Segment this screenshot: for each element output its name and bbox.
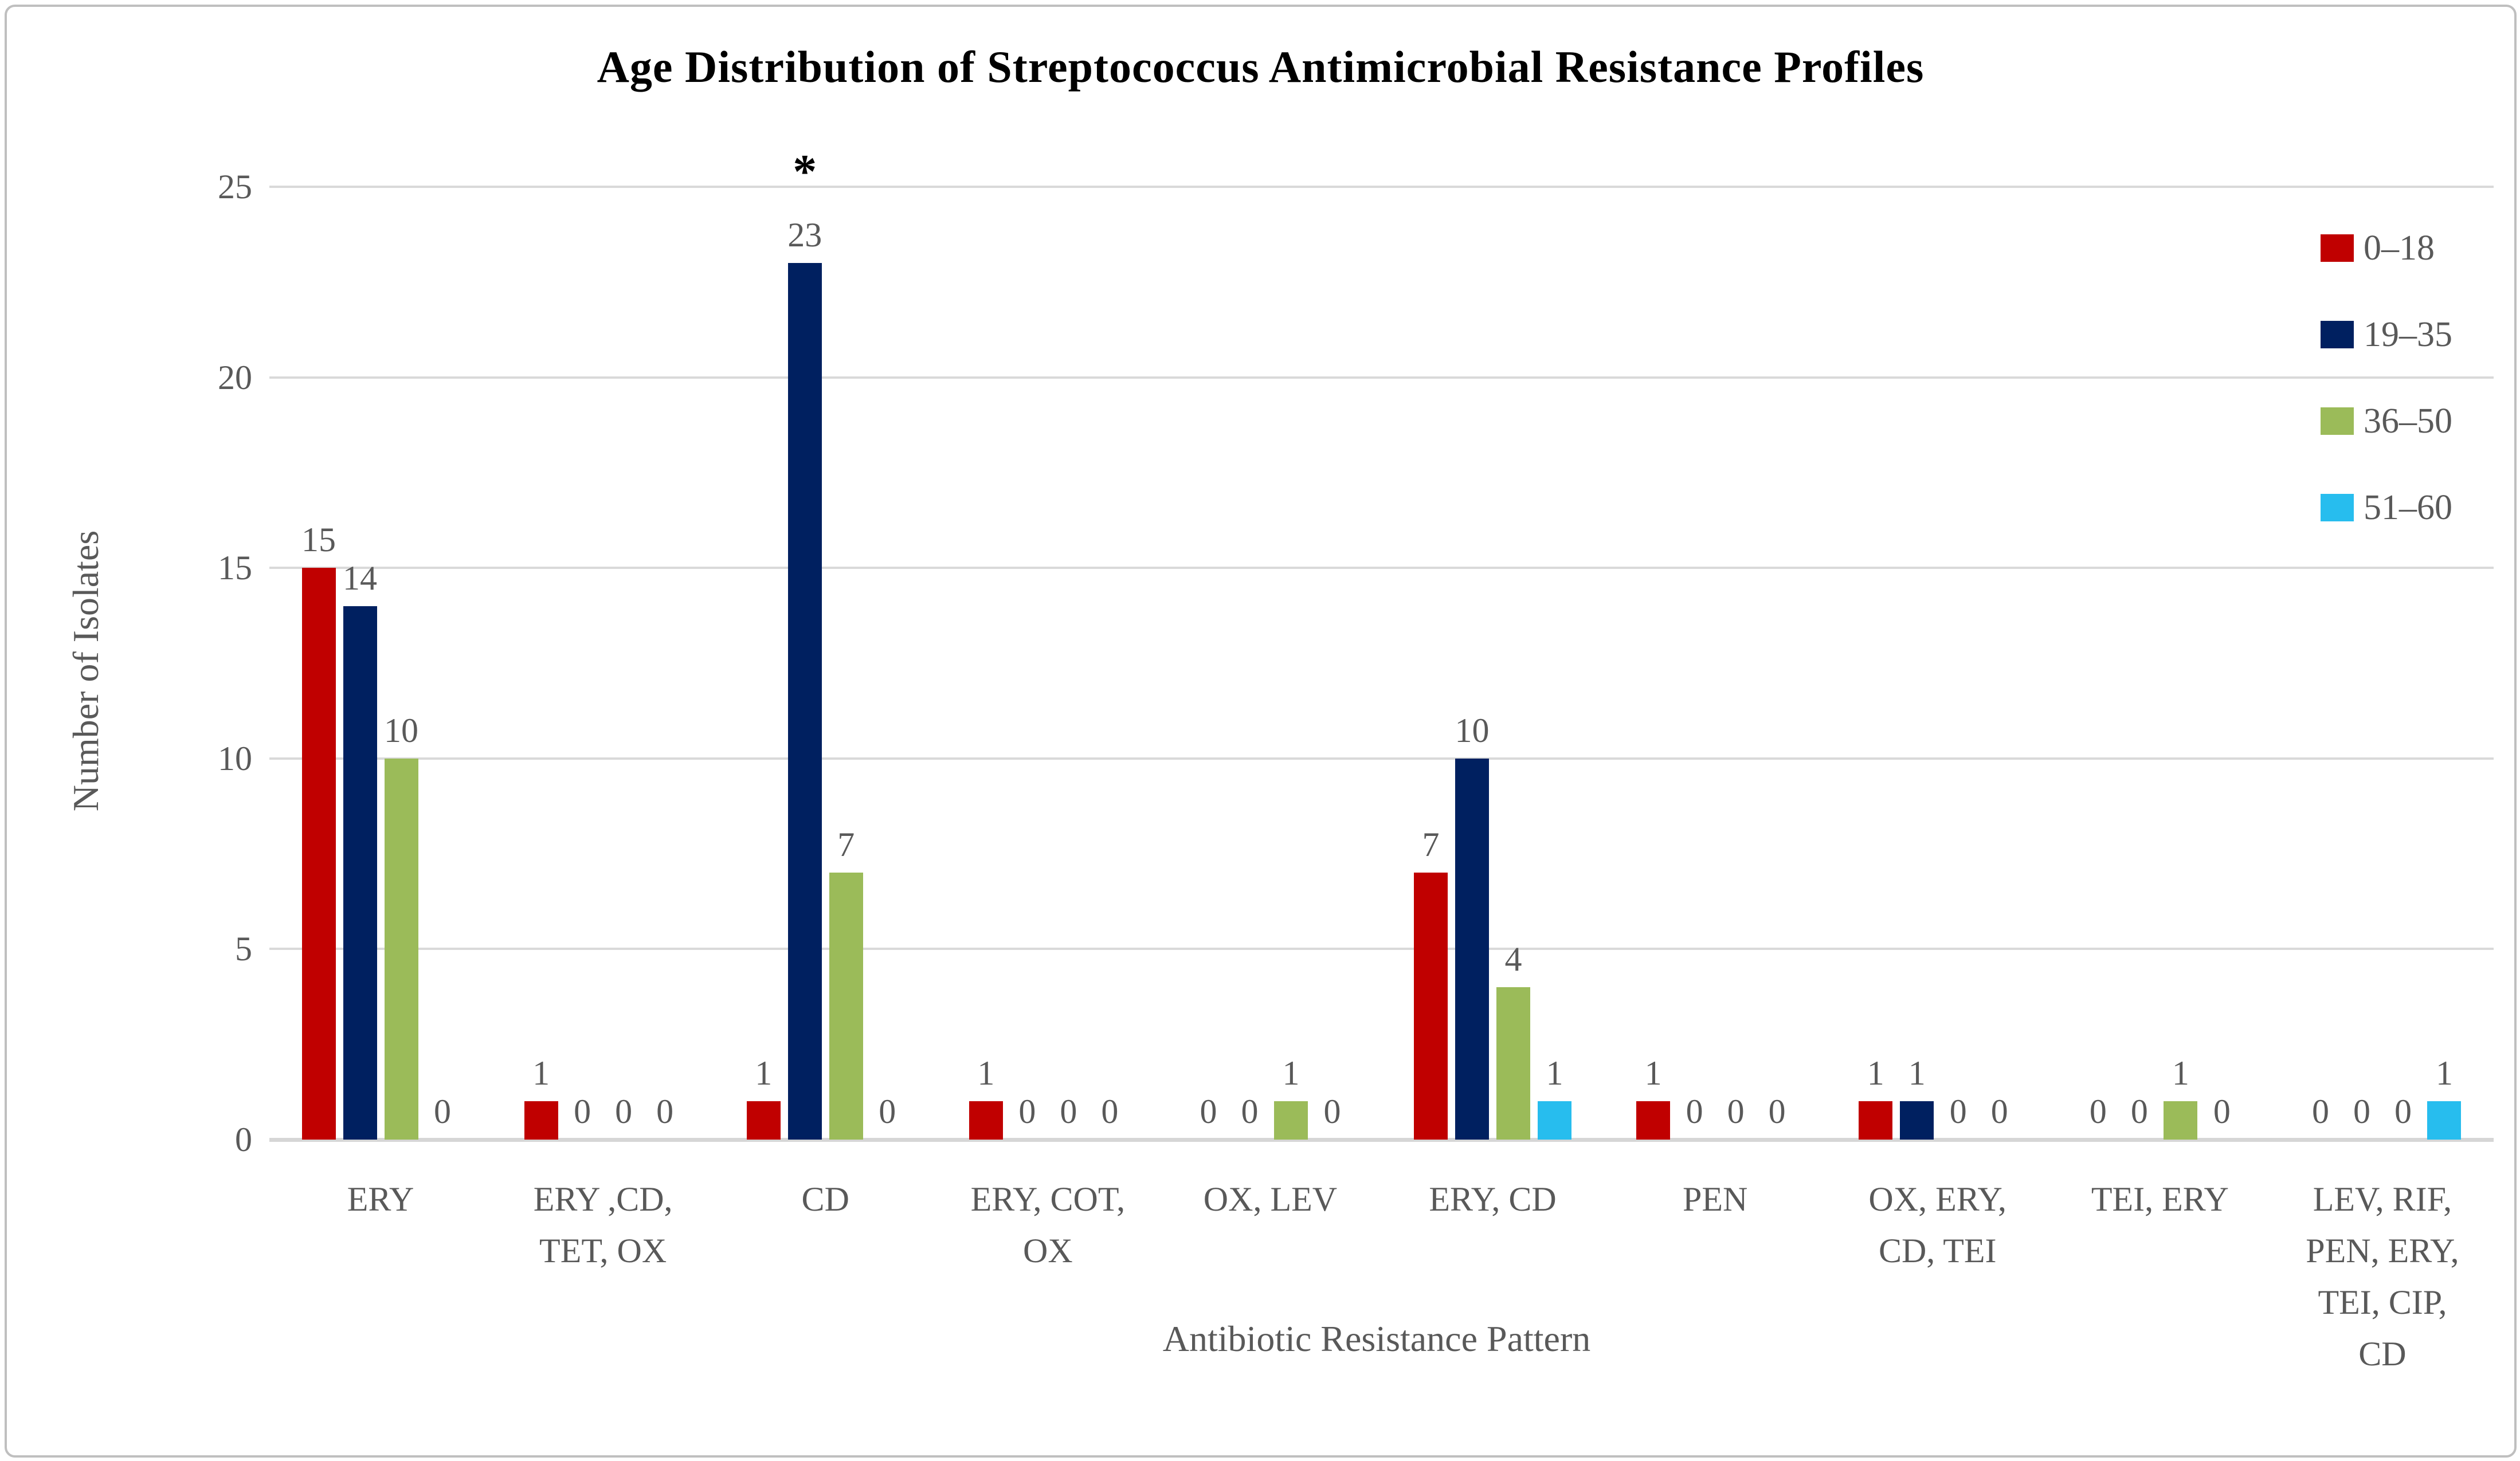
bar-0–18-ERY	[301, 568, 336, 1140]
value-label: 0	[2394, 1093, 2412, 1130]
bar-51–60-LEV, RIF, PEN, ERY, TEI, CIP, CD	[2427, 1101, 2462, 1140]
x-axis-line	[269, 1138, 2494, 1142]
y-tick-label: 5	[235, 930, 252, 968]
chart-frame: Age Distribution of Streptococcus Antimi…	[5, 5, 2517, 1458]
bar-19–35-ERY, CD	[1455, 758, 1490, 1140]
y-tick-label: 25	[218, 168, 252, 206]
significance-asterisk: *	[793, 145, 817, 199]
value-label: 0	[1990, 1093, 2008, 1130]
value-label: 14	[343, 559, 378, 597]
value-label: 0	[2353, 1093, 2370, 1130]
bar-36–50-ERY, CD	[1496, 987, 1531, 1140]
gridline	[269, 567, 2494, 570]
x-category-label: ERY	[347, 1180, 414, 1218]
value-label: 1	[1908, 1054, 1926, 1093]
value-label: 7	[837, 826, 855, 864]
legend-label: 19–35	[2364, 315, 2452, 354]
value-label: 0	[615, 1093, 633, 1130]
chart-title: Age Distribution of Streptococcus Antimi…	[597, 42, 1925, 92]
legend-swatch-19–35	[2321, 321, 2354, 348]
x-category-label: LEV, RIF, PEN, ERY, TEI, CIP, CD	[2306, 1180, 2459, 1373]
value-label: 7	[1422, 826, 1440, 864]
bar-0–18-ERY, COT, OX	[969, 1101, 1003, 1140]
value-label: 0	[2130, 1093, 2148, 1130]
value-label: 0	[1200, 1093, 1217, 1130]
value-label: 0	[2213, 1093, 2231, 1130]
x-category-label: ERY, CD	[1429, 1180, 1557, 1218]
value-label: 1	[1546, 1054, 1563, 1093]
value-label: 0	[879, 1093, 896, 1130]
x-axis-title: Antibiotic Resistance Pattern	[1162, 1318, 1591, 1359]
value-label: 4	[1504, 940, 1522, 978]
y-tick-label: 0	[235, 1121, 252, 1158]
value-label: 0	[1323, 1093, 1341, 1130]
value-label: 1	[2172, 1054, 2189, 1093]
legend-swatch-51–60	[2321, 494, 2354, 521]
gridline	[269, 186, 2494, 188]
x-category-label: OX, ERY, CD, TEI	[1868, 1180, 2007, 1270]
legend-swatch-36–50	[2321, 407, 2354, 435]
bar-36–50-TEI, ERY	[2164, 1101, 2198, 1140]
bar-0–18-CD	[746, 1101, 781, 1140]
legend-swatch-0–18	[2321, 234, 2354, 262]
x-category-label: CD	[801, 1180, 849, 1218]
y-tick-label: 15	[218, 549, 252, 587]
value-label: 15	[301, 521, 336, 559]
bar-0–18-OX, ERY, CD, TEI	[1859, 1101, 1893, 1140]
bar-36–50-CD	[829, 873, 863, 1140]
bar-36–50-ERY	[384, 758, 418, 1140]
bar-51–60-ERY, CD	[1538, 1101, 1572, 1140]
y-tick-label: 10	[218, 739, 252, 777]
value-label: 10	[384, 711, 419, 749]
x-category-label: ERY ,CD, TET, OX	[533, 1180, 673, 1270]
x-category-label: TEI, ERY	[2091, 1180, 2229, 1218]
value-label: 0	[1949, 1093, 1967, 1130]
legend-label: 36–50	[2364, 402, 2452, 441]
legend-label: 51–60	[2364, 488, 2452, 527]
x-category-label: ERY, COT, OX	[970, 1180, 1126, 1270]
value-label: 0	[1768, 1093, 1786, 1130]
value-label: 0	[2089, 1093, 2107, 1130]
y-tick-label: 20	[218, 358, 252, 396]
bar-19–35-ERY	[343, 606, 377, 1140]
value-label: 0	[656, 1093, 674, 1130]
value-label: 0	[1727, 1093, 1745, 1130]
bar-0–18-PEN	[1636, 1101, 1671, 1140]
bar-19–35-OX, ERY, CD, TEI	[1900, 1101, 1934, 1140]
gridline	[269, 757, 2494, 760]
value-label: 1	[977, 1054, 995, 1093]
value-label: 1	[1644, 1054, 1662, 1093]
value-label: 23	[787, 216, 822, 254]
bar-36–50-OX, LEV	[1273, 1101, 1308, 1140]
value-label: 0	[2311, 1093, 2329, 1130]
value-label: 1	[755, 1054, 773, 1093]
value-label: 0	[434, 1093, 452, 1130]
legend-label: 0–18	[2364, 229, 2435, 268]
value-label: 0	[1060, 1093, 1077, 1130]
value-label: 1	[1282, 1054, 1300, 1093]
value-label: 1	[532, 1054, 550, 1093]
gridline	[269, 376, 2494, 379]
value-label: 0	[1018, 1093, 1036, 1130]
gridline	[269, 948, 2494, 951]
bar-0–18-ERY ,CD, TET, OX	[524, 1101, 558, 1140]
value-label: 0	[1101, 1093, 1119, 1130]
value-label: 0	[1686, 1093, 1703, 1130]
x-category-label: PEN	[1682, 1180, 1748, 1218]
value-label: 1	[2435, 1054, 2453, 1093]
x-category-label: OX, LEV	[1203, 1180, 1338, 1218]
value-label: 1	[1867, 1054, 1884, 1093]
value-label: 10	[1455, 711, 1490, 749]
bar-0–18-ERY, CD	[1414, 873, 1448, 1140]
bar-19–35-CD	[787, 263, 822, 1140]
value-label: 0	[574, 1093, 591, 1130]
y-axis-title: Number of Isolates	[65, 530, 106, 812]
value-label: 0	[1241, 1093, 1259, 1130]
